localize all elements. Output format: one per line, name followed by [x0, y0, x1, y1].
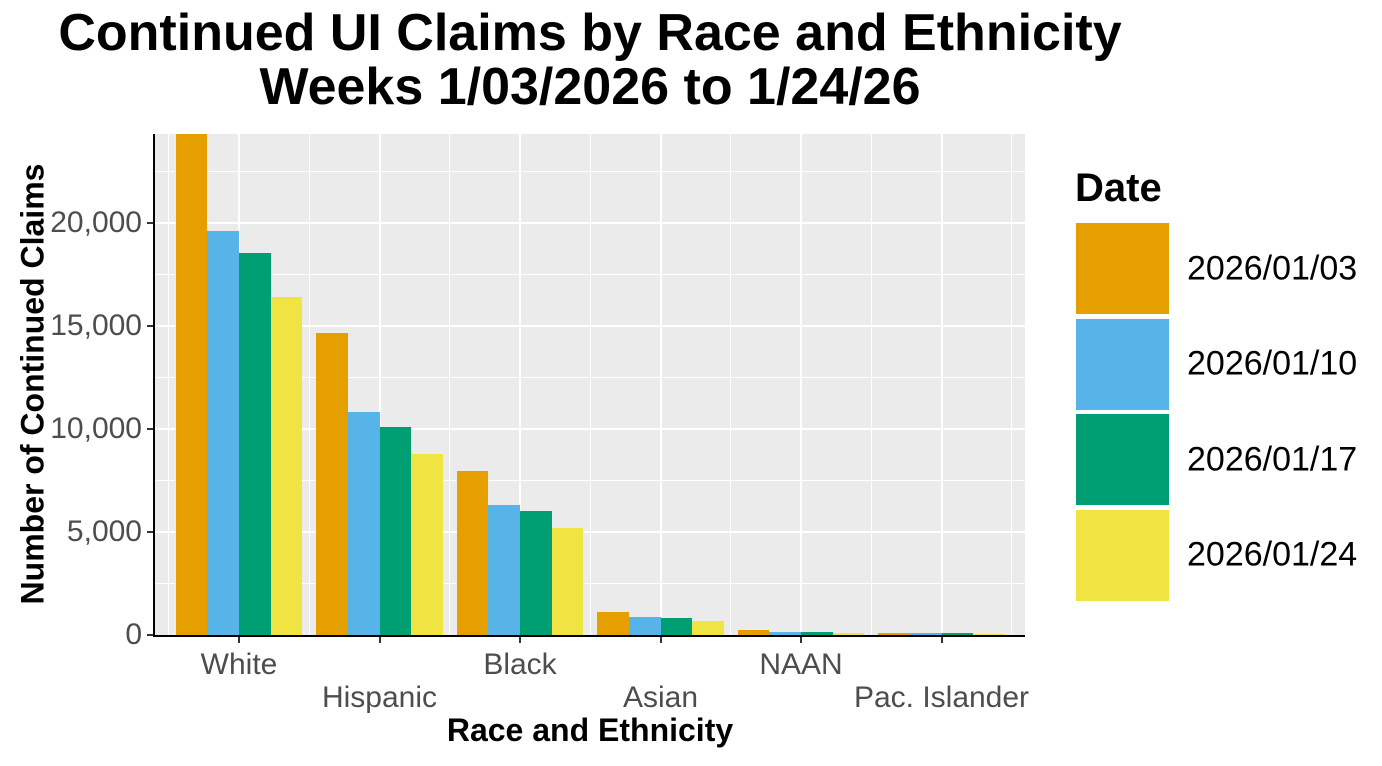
bar-asian-2026-01-17 — [660, 618, 693, 635]
legend-label-2026-01-10: 2026/01/10 — [1187, 344, 1358, 383]
legend-label-2026-01-03: 2026/01/03 — [1187, 249, 1358, 287]
minor-gridline-vertical — [449, 134, 451, 635]
legend-label-2026-01-17: 2026/01/17 — [1187, 440, 1358, 478]
bar-white-2026-01-17 — [239, 252, 271, 635]
bar-hispanic-2026-01-17 — [379, 426, 412, 635]
bar-naan-2026-01-24 — [832, 632, 865, 635]
x-tick-mark — [800, 637, 802, 643]
bar-asian-2026-01-03 — [597, 611, 629, 635]
chart-title-line1: Continued UI Claims by Race and Ethnicit… — [58, 4, 1122, 62]
major-gridline-vertical — [940, 134, 943, 635]
bar-pac-islander-2026-01-10 — [909, 633, 942, 635]
x-tick-label-asian: Asian — [622, 681, 699, 714]
plot-panel — [155, 134, 1025, 635]
y-axis-line — [153, 134, 155, 637]
minor-gridline-vertical — [589, 134, 591, 635]
x-tick-label-white: White — [200, 648, 278, 681]
legend-label-2026-01-24: 2026/01/24 — [1187, 535, 1358, 574]
y-tick-mark — [147, 530, 153, 533]
y-tick-mark — [147, 221, 153, 224]
x-axis-line — [153, 635, 1025, 637]
bar-naan-2026-01-03 — [737, 630, 770, 635]
x-tick-label-hispanic: Hispanic — [321, 681, 438, 714]
bar-hispanic-2026-01-24 — [411, 453, 443, 635]
bar-naan-2026-01-17 — [801, 632, 833, 635]
bar-black-2026-01-10 — [488, 505, 520, 635]
x-tick-mark — [940, 637, 943, 643]
x-tick-label-naan: NAAN — [759, 648, 843, 681]
y-tick-label: 5,000 — [66, 514, 142, 548]
x-tick-mark — [519, 637, 521, 643]
bar-hispanic-2026-01-10 — [347, 412, 380, 635]
bar-hispanic-2026-01-03 — [316, 332, 348, 635]
x-tick-mark — [659, 637, 662, 643]
x-tick-label-pac-islander: Pac. Islander — [853, 681, 1030, 714]
y-tick-label: 20,000 — [50, 205, 142, 239]
y-tick-mark — [147, 634, 153, 636]
y-tick-label: 0 — [125, 618, 142, 651]
bar-black-2026-01-24 — [551, 527, 584, 635]
bar-white-2026-01-24 — [270, 296, 303, 635]
y-tick-mark — [147, 324, 153, 327]
bar-pac-islander-2026-01-24 — [973, 633, 1005, 635]
chart-title: Continued UI Claims by Race and Ethnicit… — [0, 6, 1180, 114]
x-tick-label-black: Black — [483, 648, 557, 681]
x-tick-mark — [378, 637, 381, 643]
x-axis-title: Race and Ethnicity — [446, 712, 734, 748]
y-tick-mark — [147, 427, 153, 430]
y-tick-label: 15,000 — [50, 308, 142, 342]
bar-black-2026-01-03 — [456, 471, 489, 635]
minor-gridline-vertical — [168, 134, 170, 635]
x-tick-mark — [238, 637, 240, 643]
bar-white-2026-01-03 — [175, 134, 208, 635]
y-tick-label: 10,000 — [50, 411, 142, 445]
minor-gridline-vertical — [730, 134, 732, 635]
major-gridline-vertical — [378, 134, 381, 635]
legend-swatch-2026-01-24 — [1076, 509, 1169, 601]
major-gridline-vertical — [519, 134, 521, 635]
major-gridline-vertical — [659, 134, 662, 635]
bar-asian-2026-01-24 — [692, 621, 724, 635]
bar-asian-2026-01-10 — [628, 617, 661, 635]
bar-naan-2026-01-10 — [769, 631, 801, 635]
bar-pac-islander-2026-01-03 — [878, 632, 910, 635]
chart-title-line2: Weeks 1/03/2026 to 1/24/26 — [259, 58, 921, 117]
legend-swatch-2026-01-10 — [1076, 318, 1169, 410]
legend-title: Date — [1075, 166, 1162, 210]
minor-gridline-vertical — [308, 134, 310, 635]
major-gridline-vertical — [800, 134, 802, 635]
bar-black-2026-01-17 — [520, 511, 552, 635]
legend-swatch-2026-01-17 — [1076, 414, 1169, 505]
minor-gridline-vertical — [870, 134, 872, 635]
legend-swatch-2026-01-03 — [1076, 223, 1169, 314]
bar-white-2026-01-10 — [207, 230, 239, 635]
bar-pac-islander-2026-01-17 — [941, 633, 974, 635]
minor-gridline-vertical — [1011, 134, 1013, 635]
